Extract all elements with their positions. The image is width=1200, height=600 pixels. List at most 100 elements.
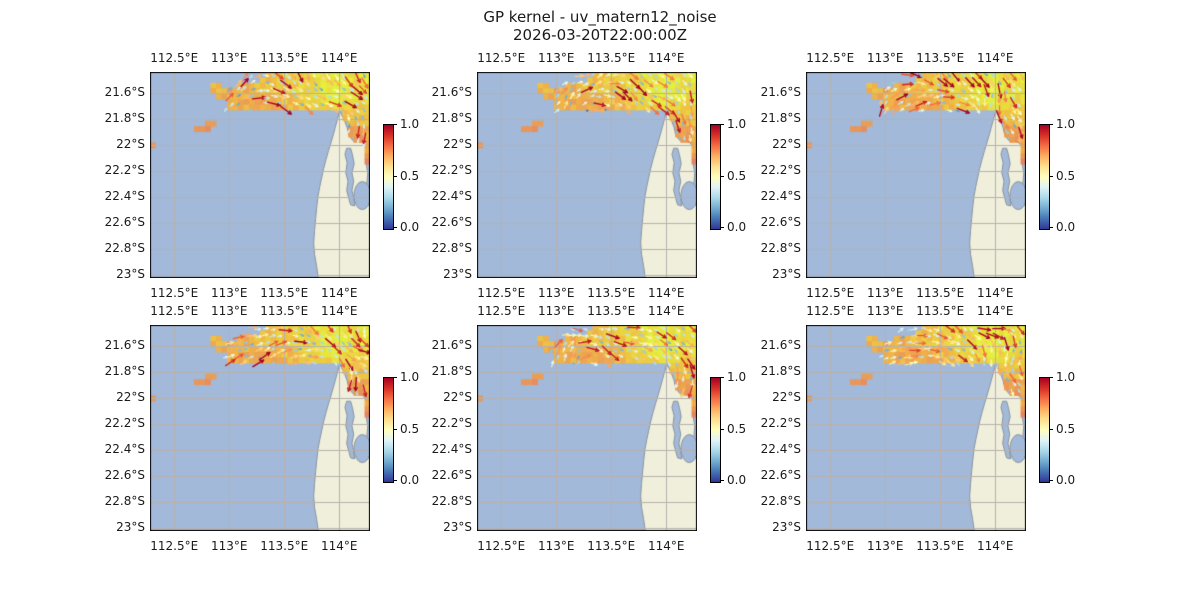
lon-tick-label: 114°E [320, 304, 358, 318]
lon-tick-label: 113.5°E [587, 539, 636, 553]
lon-tick-label: 113.5°E [916, 539, 965, 553]
lon-tick-label: 112.5°E [150, 304, 199, 318]
lon-tick-label: 113°E [210, 51, 248, 65]
map-canvas-r0c1 [477, 72, 697, 278]
colorbar-tick [1049, 480, 1053, 481]
lon-tick-label: 113°E [210, 286, 248, 300]
colorbar-tick-label: 0.0 [727, 473, 747, 487]
lon-tick-label: 113.5°E [587, 51, 636, 65]
lat-tick-label: 22.6°S [760, 215, 801, 230]
lat-tick-label: 23°S [443, 267, 472, 282]
lat-tick-label: 22.2°S [760, 163, 801, 178]
map-canvas-r1c1 [477, 325, 697, 531]
lat-tick-label: 21.8°S [431, 110, 472, 125]
colorbar [383, 377, 394, 483]
map-canvas-r0c0 [150, 72, 370, 278]
lon-tick-label: 113°E [866, 286, 904, 300]
lat-tick-label: 21.6°S [431, 84, 472, 99]
lon-tick-label: 113°E [537, 286, 575, 300]
lat-tick-label: 23°S [772, 520, 801, 535]
colorbar-tick-label: 0.0 [1056, 473, 1076, 487]
lon-tick-label: 114°E [320, 51, 358, 65]
lat-tick-label: 22.6°S [104, 215, 145, 230]
lon-tick-label: 112.5°E [806, 539, 855, 553]
lat-tick-label: 22.2°S [104, 163, 145, 178]
lon-tick-label: 112.5°E [150, 286, 199, 300]
lon-tick-label: 112.5°E [477, 51, 526, 65]
colorbar-tick [393, 124, 397, 125]
colorbar-tick [393, 176, 397, 177]
lon-tick-label: 112.5°E [477, 539, 526, 553]
colorbar-tick [1049, 124, 1053, 125]
lat-tick-label: 21.6°S [104, 337, 145, 352]
lat-tick-label: 22.2°S [431, 163, 472, 178]
colorbar-tick [720, 429, 724, 430]
lat-tick-label: 22.4°S [104, 442, 145, 457]
figure-title: GP kernel - uv_matern12_noise [483, 8, 717, 26]
lon-tick-label: 114°E [976, 51, 1014, 65]
lat-tick-label: 23°S [443, 520, 472, 535]
colorbar-tick-label: 0.5 [1056, 422, 1076, 436]
colorbar-tick-label: 0.5 [1056, 169, 1076, 183]
lon-tick-label: 112.5°E [477, 304, 526, 318]
colorbar [710, 124, 721, 230]
lat-tick-label: 21.8°S [104, 110, 145, 125]
lon-tick-label: 114°E [976, 539, 1014, 553]
lat-tick-label: 21.8°S [760, 363, 801, 378]
lon-tick-label: 112.5°E [806, 286, 855, 300]
lon-tick-label: 113°E [866, 539, 904, 553]
lat-tick-label: 23°S [116, 520, 145, 535]
lon-tick-label: 113°E [537, 539, 575, 553]
colorbar-tick [393, 227, 397, 228]
lat-tick-label: 22.8°S [431, 494, 472, 509]
lat-tick-label: 22.8°S [104, 494, 145, 509]
lon-tick-label: 112.5°E [477, 286, 526, 300]
lon-tick-label: 113°E [537, 51, 575, 65]
lat-tick-label: 22°S [116, 137, 145, 151]
colorbar-tick-label: 0.5 [400, 169, 420, 183]
lon-tick-label: 114°E [647, 51, 685, 65]
lon-tick-label: 114°E [320, 286, 358, 300]
colorbar-tick [720, 480, 724, 481]
colorbar-tick-label: 0.5 [400, 422, 420, 436]
lat-tick-label: 22°S [772, 137, 801, 151]
lat-tick-label: 22°S [116, 390, 145, 404]
lat-tick-label: 21.8°S [104, 363, 145, 378]
lat-tick-label: 22.4°S [431, 189, 472, 204]
lon-tick-label: 113.5°E [916, 286, 965, 300]
lat-tick-label: 22.6°S [760, 468, 801, 483]
lon-tick-label: 114°E [320, 539, 358, 553]
colorbar-tick-label: 0.0 [400, 473, 420, 487]
lat-tick-label: 21.6°S [104, 84, 145, 99]
colorbar-tick-label: 1.0 [727, 370, 747, 384]
lon-tick-label: 113.5°E [260, 539, 309, 553]
colorbar-tick [393, 429, 397, 430]
lon-tick-label: 112.5°E [806, 304, 855, 318]
lon-tick-label: 113.5°E [260, 51, 309, 65]
colorbar-tick-label: 1.0 [400, 370, 420, 384]
colorbar-tick-label: 1.0 [1056, 117, 1076, 131]
lon-tick-label: 113.5°E [587, 286, 636, 300]
lat-tick-label: 22.2°S [760, 416, 801, 431]
figure-subtitle: 2026-03-20T22:00:00Z [513, 26, 687, 44]
colorbar-tick [1049, 429, 1053, 430]
map-canvas-r0c2 [806, 72, 1026, 278]
lon-tick-label: 112.5°E [806, 51, 855, 65]
colorbar-tick-label: 0.0 [1056, 220, 1076, 234]
lat-tick-label: 21.6°S [760, 84, 801, 99]
colorbar-tick-label: 1.0 [1056, 370, 1076, 384]
lat-tick-label: 23°S [772, 267, 801, 282]
lon-tick-label: 113°E [210, 539, 248, 553]
lon-tick-label: 112.5°E [150, 539, 199, 553]
colorbar-tick [393, 377, 397, 378]
colorbar-tick-label: 0.5 [727, 422, 747, 436]
lon-tick-label: 112.5°E [150, 51, 199, 65]
lon-tick-label: 114°E [976, 286, 1014, 300]
lat-tick-label: 22.2°S [104, 416, 145, 431]
lat-tick-label: 22.4°S [431, 442, 472, 457]
lat-tick-label: 22.6°S [431, 215, 472, 230]
lat-tick-label: 22.8°S [431, 241, 472, 256]
map-canvas-r1c0 [150, 325, 370, 531]
lat-tick-label: 22.6°S [431, 468, 472, 483]
